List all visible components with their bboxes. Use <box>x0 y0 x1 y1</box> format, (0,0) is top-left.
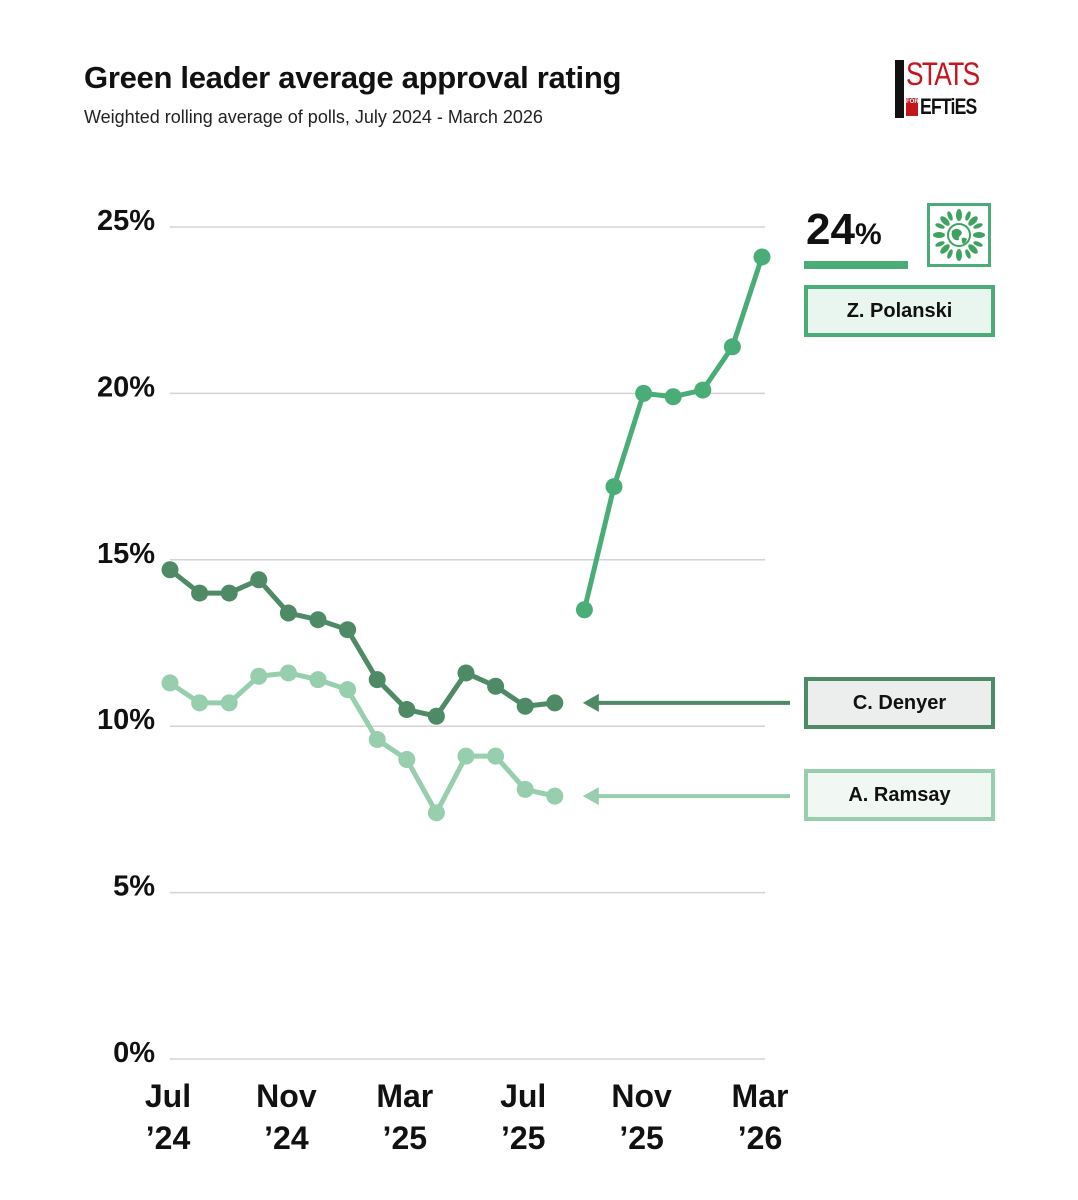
data-point-z-polanski <box>753 248 771 266</box>
earth-leaves-icon <box>933 209 985 261</box>
data-point-c-denyer <box>546 694 564 712</box>
data-point-a-ramsay <box>161 674 179 692</box>
data-point-a-ramsay <box>457 747 475 765</box>
logo-for-text: FOR <box>906 98 919 116</box>
data-point-z-polanski <box>664 388 682 406</box>
legend-label-polanski: Z. Polanski <box>804 285 995 337</box>
chart-subtitle: Weighted rolling average of polls, July … <box>84 107 543 127</box>
arrow-ramsay-head <box>582 787 599 806</box>
x-tick-label-year: ’25 <box>383 1120 427 1156</box>
data-point-a-ramsay <box>427 804 445 822</box>
x-tick-label-month: Nov <box>256 1078 317 1114</box>
data-point-a-ramsay <box>250 667 268 685</box>
data-point-a-ramsay <box>191 694 209 712</box>
x-axis-ticks: Jul ’24 Nov ’24 Mar ’25 Jul ’25 Nov ’25 Mar ’26 <box>145 1078 789 1156</box>
latest-value-unit: % <box>854 218 882 251</box>
x-tick-label-year: ’25 <box>501 1120 545 1156</box>
latest-value-number: 24 <box>806 205 855 254</box>
series-z-polanski <box>575 248 771 619</box>
data-point-c-denyer <box>516 697 534 715</box>
data-point-c-denyer <box>398 701 416 719</box>
x-tick-label-month: Jul <box>500 1078 546 1114</box>
latest-value-readout: 24% <box>806 208 882 252</box>
data-point-z-polanski <box>575 601 593 619</box>
data-point-a-ramsay <box>220 694 238 712</box>
series-line-z-polanski <box>581 254 765 613</box>
data-point-z-polanski <box>723 338 741 356</box>
y-tick-label: 25% <box>97 205 155 237</box>
logo-bar <box>895 60 904 118</box>
data-point-a-ramsay <box>368 731 386 749</box>
x-tick-label-month: Mar <box>376 1078 433 1114</box>
legend-label-ramsay: A. Ramsay <box>804 769 995 821</box>
arrow-denyer-head <box>582 693 599 712</box>
latest-value-underline <box>804 261 908 269</box>
data-point-c-denyer <box>279 604 297 622</box>
data-point-c-denyer <box>368 671 386 689</box>
series-c-denyer <box>161 561 564 725</box>
data-point-a-ramsay <box>398 750 416 768</box>
data-point-a-ramsay <box>487 747 505 765</box>
data-point-c-denyer <box>457 664 475 682</box>
data-point-c-denyer <box>487 677 505 695</box>
green-party-logo <box>927 203 991 267</box>
data-point-c-denyer <box>309 611 327 629</box>
data-point-z-polanski <box>635 384 653 402</box>
series-lines <box>161 248 771 822</box>
stats-for-lefties-logo: STATS FOR EFTiES <box>895 56 985 122</box>
data-point-z-polanski <box>694 381 712 399</box>
arrow-ramsay <box>582 787 790 806</box>
x-tick-label-month: Nov <box>611 1078 672 1114</box>
data-point-c-denyer <box>161 561 179 579</box>
data-point-c-denyer <box>191 584 209 602</box>
x-tick-label-year: ’26 <box>738 1120 782 1156</box>
x-tick-label-month: Jul <box>145 1078 191 1114</box>
label-arrows <box>582 693 790 806</box>
logo-lefties-text: EFTiES <box>920 94 977 119</box>
y-tick-label: 10% <box>97 704 155 736</box>
gridlines <box>170 226 765 1060</box>
x-tick-label-year: ’24 <box>264 1120 309 1156</box>
y-tick-label: 0% <box>113 1037 155 1069</box>
x-tick-label-month: Mar <box>732 1078 789 1114</box>
data-point-a-ramsay <box>309 671 327 689</box>
data-point-c-denyer <box>339 621 357 639</box>
data-point-c-denyer <box>250 571 268 589</box>
y-tick-label: 20% <box>97 371 155 403</box>
data-point-c-denyer <box>427 707 445 725</box>
y-tick-label: 5% <box>113 871 155 903</box>
data-point-a-ramsay <box>339 681 357 699</box>
chart-title: Green leader average approval rating <box>84 60 622 95</box>
arrow-denyer <box>582 693 790 712</box>
data-point-c-denyer <box>220 584 238 602</box>
legend-label-denyer: C. Denyer <box>804 677 995 729</box>
data-point-a-ramsay <box>546 787 564 805</box>
logo-stats-text: STATS <box>906 56 980 92</box>
data-point-z-polanski <box>605 478 623 496</box>
data-point-a-ramsay <box>516 780 534 798</box>
data-point-a-ramsay <box>279 664 297 682</box>
y-tick-label: 15% <box>97 538 155 570</box>
y-axis-ticks: 0% 5% 10% 15% 20% 25% <box>97 205 155 1069</box>
series-a-ramsay <box>161 664 564 822</box>
x-tick-label-year: ’24 <box>146 1120 191 1156</box>
x-tick-label-year: ’25 <box>619 1120 663 1156</box>
